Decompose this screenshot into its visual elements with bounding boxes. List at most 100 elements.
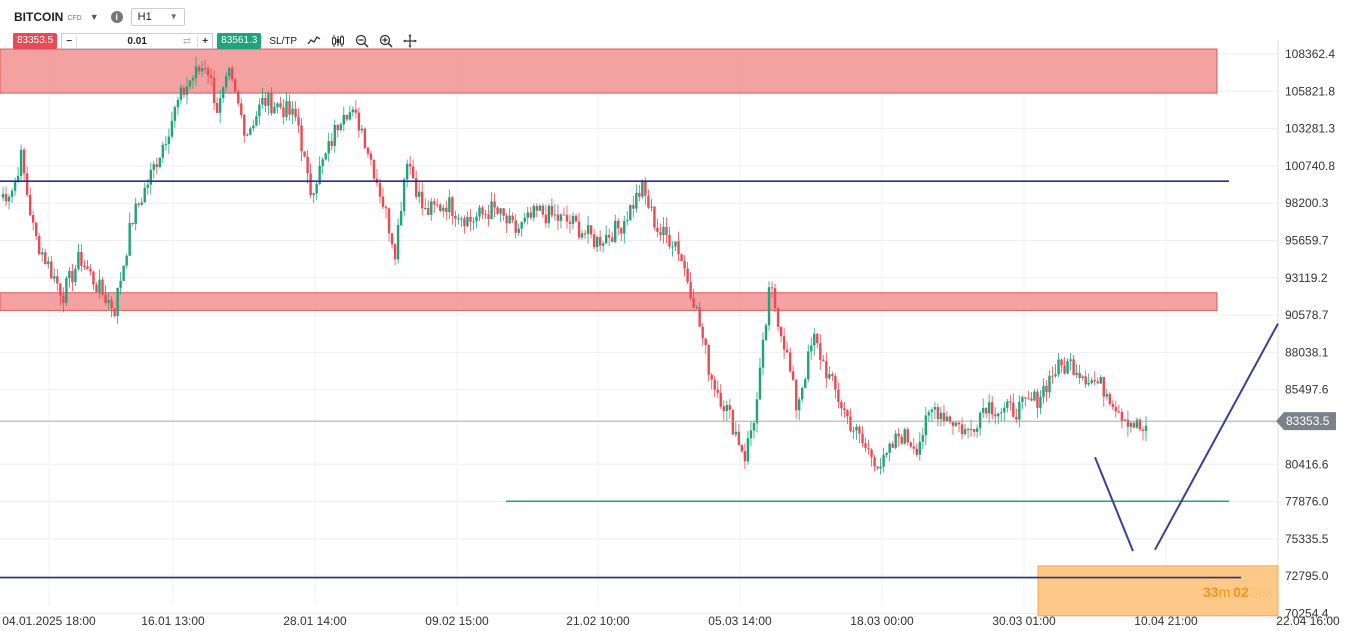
candle-body	[526, 212, 529, 218]
y-tick-label: 70254.4	[1285, 607, 1329, 621]
candle-body	[1105, 394, 1108, 397]
swap-icon[interactable]: ⇄	[182, 35, 192, 47]
candle-body	[309, 173, 312, 196]
candle-body	[41, 252, 44, 255]
candle-body	[351, 109, 355, 113]
candle-body	[478, 207, 481, 217]
price-axis[interactable]: 108362.4 105821.8 103281.3 100740.8 98200.3 9…	[1285, 47, 1335, 621]
candle-body	[1015, 416, 1018, 420]
candle-body	[801, 387, 804, 400]
projection-up[interactable]	[1154, 323, 1279, 551]
line-chart-icon[interactable]	[307, 34, 321, 48]
time-axis[interactable]: 04.01.2025 18:00 16.01 13:00 28.01 14:00 09…	[2, 614, 1340, 628]
candle-body	[294, 108, 297, 118]
candle-body	[1072, 359, 1075, 376]
candle-body	[1135, 419, 1139, 428]
candle-body	[80, 252, 83, 266]
candle-body	[589, 225, 593, 235]
candle-body	[879, 466, 882, 469]
candle-body	[794, 379, 798, 411]
candle-body	[994, 414, 997, 417]
candle-body	[535, 205, 539, 211]
candle-body	[626, 220, 629, 222]
info-icon[interactable]: i	[110, 11, 123, 23]
quantity-input[interactable]: 0.01 ⇄	[76, 35, 199, 47]
zoom-out-icon[interactable]	[355, 34, 369, 48]
y-tick-label: 98200.3	[1285, 196, 1329, 210]
decrease-quantity-button[interactable]: −	[66, 35, 73, 47]
candle-body	[297, 117, 300, 126]
candle-body	[701, 326, 704, 339]
candle-body	[1123, 419, 1127, 421]
candle-body	[182, 87, 186, 95]
candle-body	[1009, 401, 1012, 403]
candle-body	[203, 68, 207, 70]
timeframe-select[interactable]: H1 ▼	[130, 8, 185, 26]
candle-body	[50, 261, 53, 279]
candle-body	[888, 443, 891, 453]
candle-body	[520, 221, 523, 229]
candle-body	[318, 165, 321, 184]
candle-body	[399, 210, 403, 226]
candle-body	[1000, 412, 1003, 414]
candlestick-icon[interactable]	[331, 34, 345, 48]
quantity-stepper[interactable]: − 0.01 ⇄ +	[61, 33, 214, 49]
candle-body	[577, 221, 581, 238]
candle-body	[915, 448, 918, 455]
candle-body	[1006, 401, 1009, 408]
candle-body	[544, 214, 548, 224]
symbol-dropdown-icon[interactable]: ▼	[89, 12, 99, 22]
candle-body	[261, 97, 264, 105]
candle-body	[288, 101, 291, 115]
sell-price-button[interactable]: 83353.5	[13, 33, 58, 49]
support-zone[interactable]	[1037, 565, 1279, 617]
candle-body	[363, 128, 367, 148]
candle-body	[819, 343, 822, 360]
resistance-zone-top[interactable]	[0, 48, 1218, 94]
candle-body	[487, 214, 490, 220]
candle-body	[411, 166, 415, 179]
zoom-in-icon[interactable]	[379, 34, 393, 48]
sltp-button[interactable]: SL/TP	[269, 35, 298, 47]
candle-body	[668, 235, 671, 247]
candle-body	[62, 295, 65, 303]
candle-body	[1120, 412, 1124, 421]
crosshair-move-icon[interactable]	[403, 34, 418, 48]
candle-body	[1111, 403, 1115, 408]
candle-body	[644, 181, 647, 196]
candle-body	[671, 246, 674, 248]
candle-body	[255, 116, 258, 126]
candle-body	[719, 392, 722, 407]
countdown-seconds: 02	[1233, 584, 1249, 600]
candle-body	[689, 282, 692, 299]
y-tick-label: 90578.7	[1285, 308, 1329, 322]
candle-body	[442, 207, 445, 211]
candle-body	[864, 443, 867, 449]
candle-body	[378, 182, 382, 197]
candle-body	[614, 220, 617, 242]
candle-body	[963, 429, 967, 435]
x-tick-label: 22.04 16:00	[1276, 614, 1340, 628]
candle-body	[92, 271, 95, 285]
candle-body	[460, 218, 463, 220]
candle-body	[167, 136, 171, 144]
candle-body	[279, 103, 282, 108]
symbol-name[interactable]: BITCOIN	[14, 10, 64, 24]
y-tick-label: 95659.7	[1285, 234, 1329, 248]
candle-body	[469, 216, 472, 222]
resistance-zone-middle[interactable]	[0, 292, 1218, 311]
increase-quantity-button[interactable]: +	[202, 35, 209, 47]
candle-body	[246, 134, 249, 136]
buy-price-button[interactable]: 83561.3	[217, 33, 262, 49]
candle-body	[1018, 401, 1021, 420]
candle-body	[966, 429, 970, 431]
candle-body	[170, 120, 174, 137]
current-price-label: 83353.5	[1286, 414, 1330, 428]
projection-down[interactable]	[1094, 456, 1134, 552]
candle-body	[1036, 391, 1039, 408]
x-tick-label: 10.04 21:00	[1134, 614, 1198, 628]
candle-body	[903, 429, 906, 444]
candle-body	[541, 205, 545, 215]
candle-body	[194, 66, 198, 79]
